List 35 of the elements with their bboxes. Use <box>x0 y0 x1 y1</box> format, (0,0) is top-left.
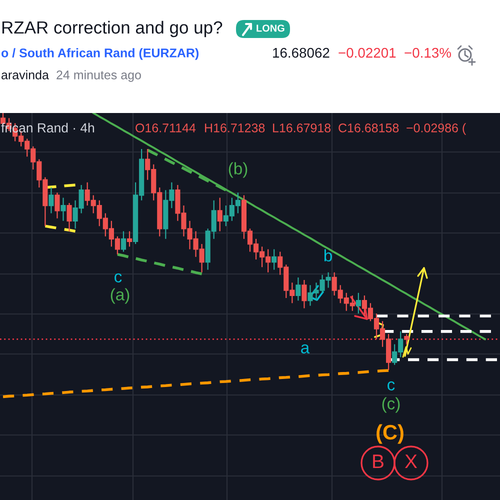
annotation: L16.67918 <box>273 124 331 132</box>
text: 24 minutes ago <box>56 70 141 82</box>
annotation: (a) <box>110 288 130 304</box>
candlestick <box>356 292 361 314</box>
chart-title: RZAR correction and go up? <box>2 20 222 38</box>
chart-subtitle: o / South African Rand (EURZAR) <box>1 48 199 60</box>
candlestick <box>296 276 301 302</box>
annotation: C16.68158 <box>338 124 399 132</box>
candlestick <box>120 230 126 252</box>
candlestick <box>66 202 72 232</box>
annotation: H16.71238 <box>205 124 265 132</box>
annotation: (b) <box>228 162 248 178</box>
candlestick <box>404 333 410 345</box>
candlestick <box>302 279 307 309</box>
text: X <box>404 454 418 468</box>
annotation: O16.71144 <box>136 124 196 132</box>
text: B <box>373 454 384 468</box>
annotation: b <box>324 249 332 262</box>
annotation: a <box>301 344 310 354</box>
candlestick <box>272 248 277 270</box>
annotation: c <box>114 273 122 282</box>
text: −0.13% <box>404 48 451 58</box>
text: c <box>388 381 395 390</box>
text: 16.68062 <box>273 48 330 58</box>
candlestick <box>217 197 222 232</box>
candlestick <box>60 197 66 222</box>
annotation: −0.02986 ( <box>406 123 466 135</box>
text: (C) <box>376 424 404 444</box>
candlestick <box>126 230 132 248</box>
text: −0.02201 <box>338 48 396 58</box>
candlestick <box>54 192 60 219</box>
text: aravinda <box>2 70 49 80</box>
text: (c) <box>382 397 400 413</box>
text: LONG <box>256 24 284 32</box>
candlestick <box>48 186 54 214</box>
